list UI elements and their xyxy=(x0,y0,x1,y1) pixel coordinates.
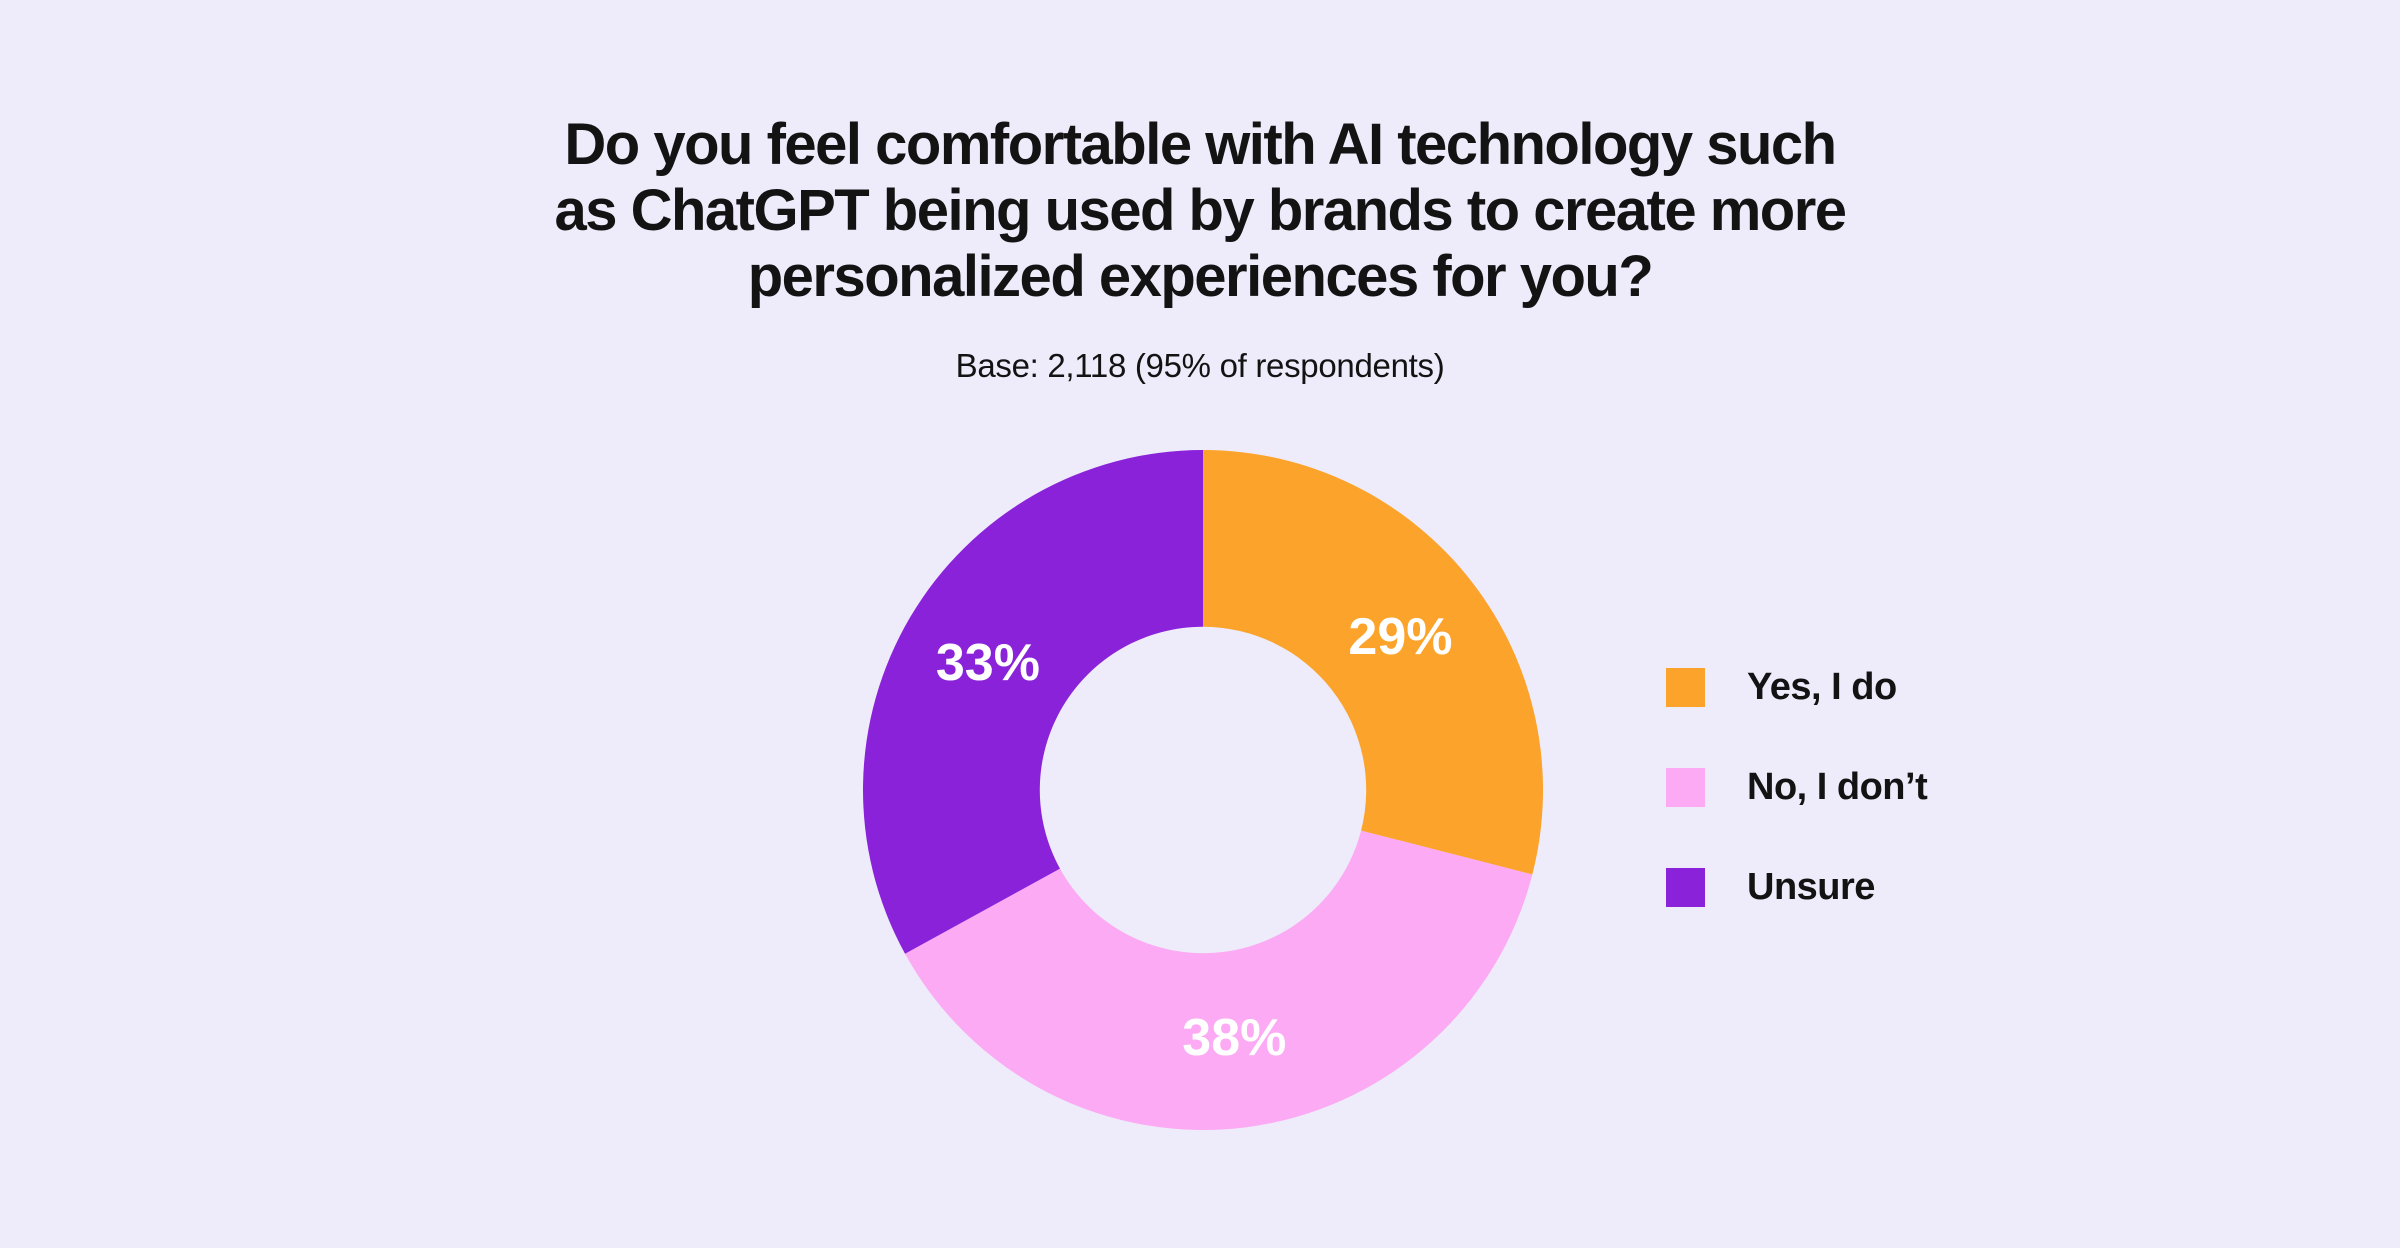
chart-legend: Yes, I do No, I don’t Unsure xyxy=(1666,666,1928,908)
donut-chart-svg: 29% 38% 33% xyxy=(862,450,1543,1130)
donut-segment-1 xyxy=(905,830,1533,1130)
legend-swatch-yes xyxy=(1666,668,1705,707)
chart-title-line-1: Do you feel comfortable with AI technolo… xyxy=(564,112,1837,177)
chart-subtitle-base-note: Base: 2,118 (95% of respondents) xyxy=(955,347,1445,384)
chart-title-line-2: as ChatGPT being used by brands to creat… xyxy=(554,178,1847,243)
donut-segment-label-2: 33% xyxy=(936,634,1040,692)
legend-swatch-unsure xyxy=(1666,868,1705,907)
donut-chart: 29% 38% 33% xyxy=(853,440,1553,1140)
legend-label-yes: Yes, I do xyxy=(1747,666,1897,708)
legend-label-unsure: Unsure xyxy=(1747,866,1875,908)
donut-segment-label-1: 38% xyxy=(1182,1009,1286,1067)
chart-title-line-3: personalized experiences for you? xyxy=(747,244,1654,309)
legend-item-unsure: Unsure xyxy=(1666,866,1927,908)
legend-label-no: No, I don’t xyxy=(1747,766,1928,808)
legend-item-yes: Yes, I do xyxy=(1666,666,1927,708)
donut-segment-0 xyxy=(1203,450,1543,875)
donut-segment-2 xyxy=(862,450,1203,954)
legend-item-no: No, I don’t xyxy=(1666,766,1928,808)
chart-title: Do you feel comfortable with AI technolo… xyxy=(0,112,2400,310)
donut-segment-label-0: 29% xyxy=(1348,608,1452,666)
legend-swatch-no xyxy=(1666,768,1705,807)
